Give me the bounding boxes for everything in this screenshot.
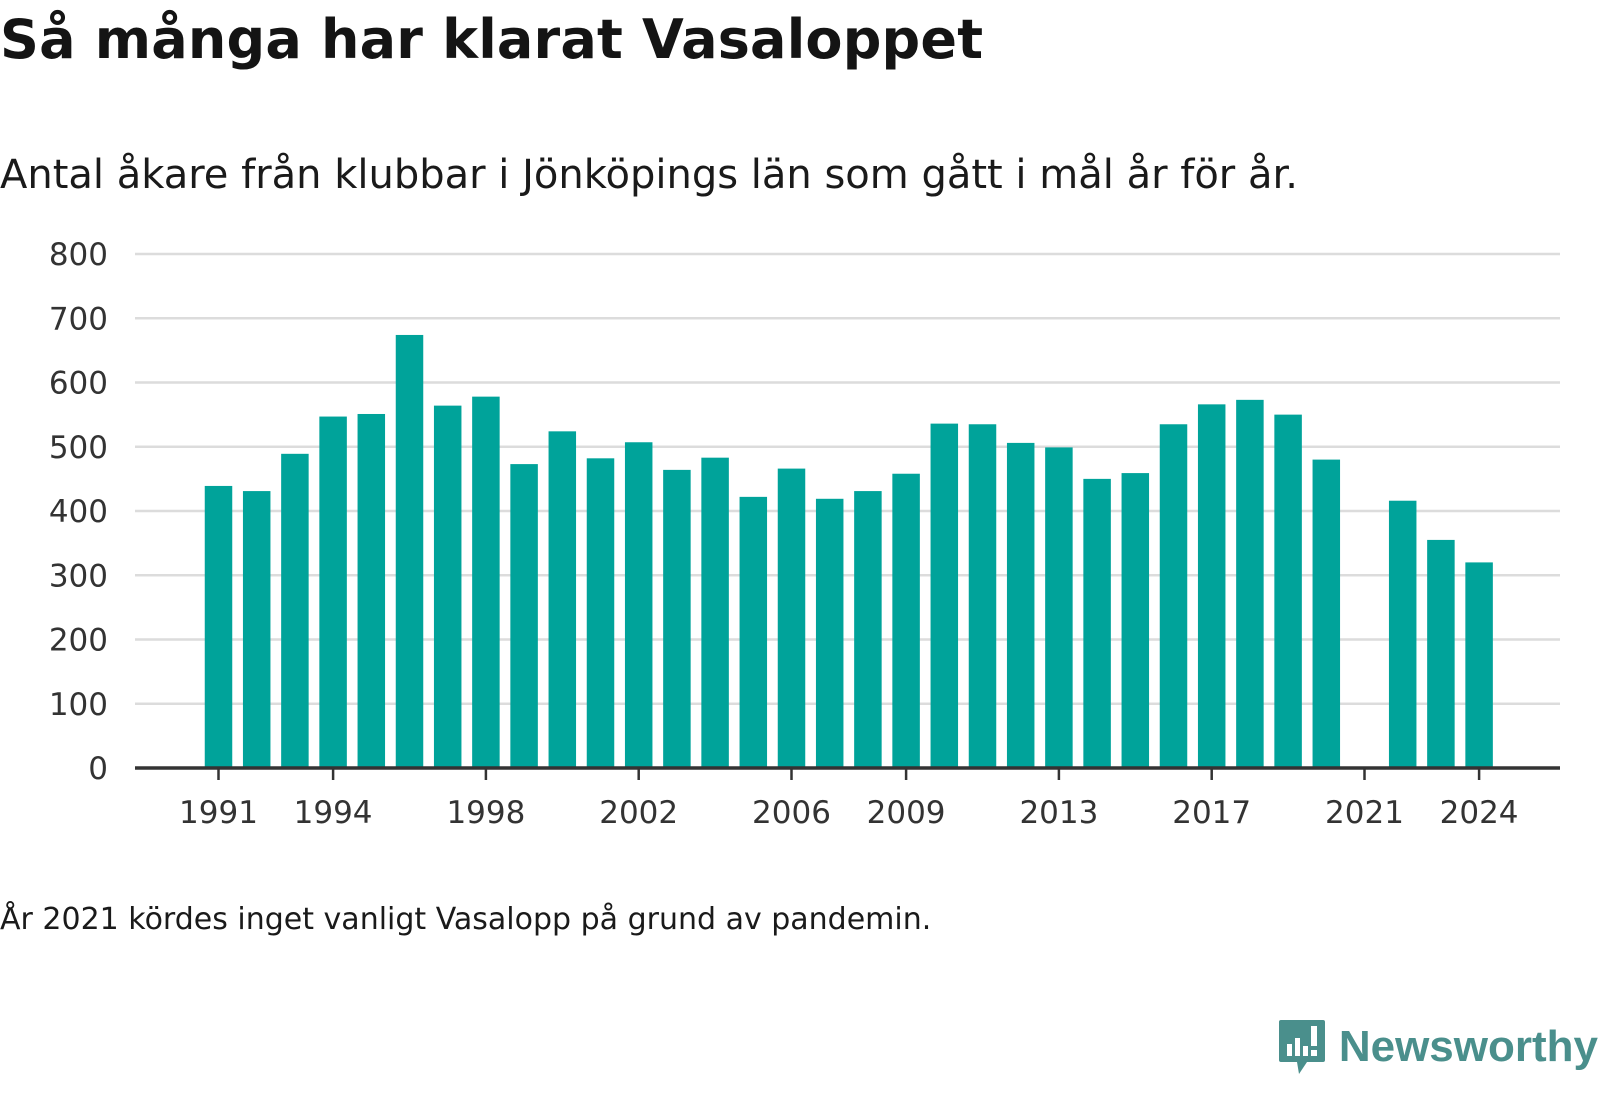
y-tick-label: 200 bbox=[49, 623, 108, 659]
bar-2011 bbox=[968, 424, 997, 768]
bar-1993 bbox=[281, 453, 309, 768]
y-tick-label: 700 bbox=[49, 301, 108, 337]
y-tick-label: 800 bbox=[49, 237, 108, 273]
bar-2000 bbox=[548, 431, 577, 768]
bar-chart: 0 100 200 300 400 500 600 700 800 1991 1994 1998 20… bbox=[49, 237, 1560, 831]
bar-2013 bbox=[1045, 447, 1073, 768]
x-tick-label: 2024 bbox=[1440, 795, 1519, 831]
bar-2022 bbox=[1388, 500, 1417, 768]
bar-2002 bbox=[624, 442, 653, 768]
y-tick-label: 600 bbox=[49, 366, 108, 402]
y-tick-label: 100 bbox=[49, 687, 108, 723]
bar-1992 bbox=[242, 491, 271, 768]
bar-2001 bbox=[586, 458, 615, 768]
x-tick-label: 1991 bbox=[179, 795, 258, 831]
bar-2007 bbox=[815, 498, 844, 768]
bar-2005 bbox=[739, 496, 768, 768]
bar-2014 bbox=[1083, 478, 1111, 768]
bar-2024 bbox=[1465, 562, 1493, 768]
bar-1998 bbox=[472, 396, 500, 768]
bar-2009 bbox=[892, 473, 920, 768]
x-tick-label: 1994 bbox=[294, 795, 373, 831]
bar-2006 bbox=[777, 468, 806, 768]
y-tick-label: 0 bbox=[88, 751, 108, 787]
bar-2015 bbox=[1121, 473, 1150, 768]
y-tick-label: 300 bbox=[49, 558, 108, 594]
bar-2016 bbox=[1159, 424, 1188, 768]
x-axis bbox=[135, 766, 1560, 780]
bar-2019 bbox=[1274, 414, 1302, 768]
bar-2003 bbox=[663, 469, 691, 768]
x-tick-label: 2002 bbox=[599, 795, 678, 831]
bar-1995 bbox=[357, 413, 386, 768]
bar-2012 bbox=[1006, 442, 1035, 768]
bar-2018 bbox=[1236, 399, 1264, 768]
x-tick-label: 1998 bbox=[446, 795, 525, 831]
bar-2008 bbox=[854, 491, 882, 768]
x-tick-label: 2006 bbox=[752, 795, 831, 831]
bar-2023 bbox=[1427, 539, 1455, 768]
bar-1994 bbox=[319, 416, 347, 768]
bar-2020 bbox=[1312, 459, 1341, 768]
x-tick-label: 2009 bbox=[867, 795, 946, 831]
brand-logo: Newsworthy bbox=[1277, 1018, 1598, 1076]
gridlines bbox=[135, 252, 1560, 705]
chart-title: Så många har klarat Vasaloppet bbox=[0, 8, 984, 71]
bar-1996 bbox=[395, 334, 424, 768]
y-axis-labels: 0 100 200 300 400 500 600 700 800 bbox=[49, 237, 108, 787]
x-axis-labels: 1991 1994 1998 2002 2006 2009 2013 2017 2021 2024 bbox=[179, 795, 1519, 831]
y-tick-label: 400 bbox=[49, 494, 108, 530]
x-tick-label: 2013 bbox=[1019, 795, 1098, 831]
bar-2010 bbox=[930, 423, 959, 768]
x-tick-label: 2017 bbox=[1172, 795, 1251, 831]
bar-1997 bbox=[433, 405, 462, 768]
bars bbox=[204, 334, 1493, 768]
bar-1999 bbox=[510, 464, 538, 768]
bar-2017 bbox=[1197, 404, 1226, 768]
bar-1991 bbox=[204, 485, 233, 768]
chart-subtitle: Antal åkare från klubbar i Jönköpings lä… bbox=[0, 152, 1298, 198]
x-tick-label: 2021 bbox=[1325, 795, 1404, 831]
bar-2004 bbox=[701, 457, 729, 768]
footnote: År 2021 kördes inget vanligt Vasalopp på… bbox=[0, 902, 932, 937]
newsworthy-logo-icon bbox=[1278, 1020, 1325, 1074]
y-tick-label: 500 bbox=[49, 430, 108, 466]
brand-name: Newsworthy bbox=[1338, 1022, 1598, 1071]
